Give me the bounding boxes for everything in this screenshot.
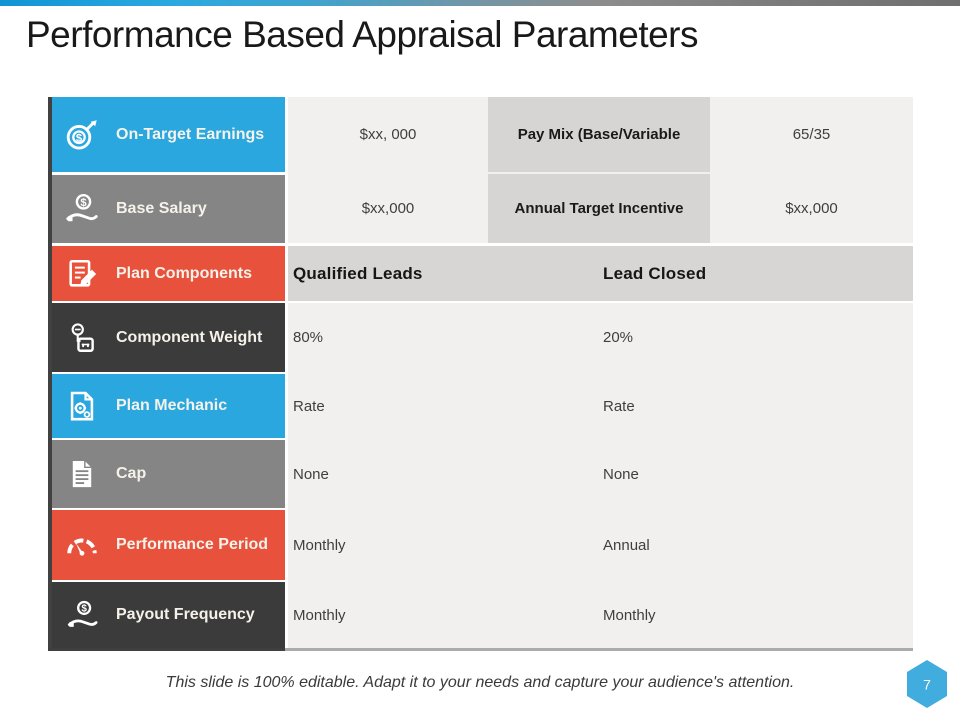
row-header-on-target-earnings: $ On-Target Earnings — [52, 97, 285, 172]
row-label: Base Salary — [116, 200, 207, 217]
row-header-base-salary: $ Base Salary — [52, 175, 285, 243]
gauge-icon — [64, 527, 100, 563]
row-label: Plan Components — [116, 264, 253, 282]
plan-components-header-band: Qualified Leads Lead Closed — [288, 246, 913, 301]
page-number-text: 7 — [923, 677, 931, 693]
cap-values: None None — [288, 440, 913, 508]
hexagon-shape — [907, 660, 947, 708]
value-cell: None — [603, 465, 639, 483]
component-weight-values: 80% 20% — [288, 303, 913, 372]
clipboard-edit-icon — [64, 256, 100, 292]
row-label: Plan Mechanic — [116, 397, 228, 414]
performance-period-values: Monthly Annual — [288, 510, 913, 580]
svg-text:$: $ — [76, 132, 83, 144]
value-cell: Rate — [293, 397, 325, 415]
row-label: Payout Frequency — [116, 606, 255, 623]
plan-mechanic-values: Rate Rate — [288, 374, 913, 438]
value-cell: 80% — [293, 329, 324, 346]
column-header-qualified-leads: Qualified Leads — [293, 263, 423, 283]
svg-text:$: $ — [81, 604, 87, 615]
table-left-border — [48, 97, 52, 651]
pay-mix-value: 65/35 — [792, 126, 831, 143]
svg-text:$: $ — [80, 197, 87, 209]
row-header-cap: Cap — [52, 440, 285, 508]
payout-frequency-values: Monthly Monthly — [288, 582, 913, 648]
base-salary-value: $xx,000 — [361, 200, 415, 217]
row-label: On-Target Earnings — [116, 125, 265, 143]
on-target-earnings-value: $xx, 000 — [359, 126, 417, 143]
table-bottom-line-dark — [48, 648, 285, 651]
value-cell: Monthly — [293, 536, 346, 554]
hand-coin-icon: $ — [64, 191, 100, 227]
footer-note: This slide is 100% editable. Adapt it to… — [165, 674, 795, 691]
column-header-lead-closed: Lead Closed — [603, 263, 707, 283]
pay-mix-label: Pay Mix (Base/Variable — [488, 97, 710, 172]
value-cell: Annual — [603, 536, 650, 554]
row-label: Component Weight — [116, 328, 263, 346]
row-label: Performance Period — [116, 536, 269, 553]
annual-target-incentive-value: $xx,000 — [785, 200, 838, 217]
value-cell: Monthly — [293, 606, 346, 624]
page-number-badge: 7 — [906, 659, 948, 709]
payout-hand-icon: $ — [64, 597, 100, 633]
target-dollar-icon: $ — [64, 117, 100, 153]
value-cell: None — [293, 465, 329, 483]
row-header-plan-mechanic: Plan Mechanic — [52, 374, 285, 438]
top-accent-bar — [0, 0, 960, 6]
row-header-payout-frequency: $ Payout Frequency — [52, 582, 285, 648]
row-header-component-weight: Component Weight — [52, 303, 285, 372]
weight-scale-icon — [64, 320, 100, 356]
table-bottom-line-gray — [285, 648, 913, 651]
value-cell: 20% — [603, 329, 634, 346]
row-label: Cap — [116, 465, 147, 482]
row-header-performance-period: Performance Period — [52, 510, 285, 580]
values-panel — [288, 303, 913, 648]
value-cell: Rate — [603, 397, 635, 415]
value-cell: Monthly — [603, 606, 656, 624]
document-gear-icon — [64, 388, 100, 424]
row-header-plan-components: Plan Components — [52, 246, 285, 301]
page-title: Performance Based Appraisal Parameters — [26, 14, 699, 55]
document-lines-icon — [64, 456, 100, 492]
annual-target-incentive-label: Annual Target Incentive — [488, 174, 710, 243]
